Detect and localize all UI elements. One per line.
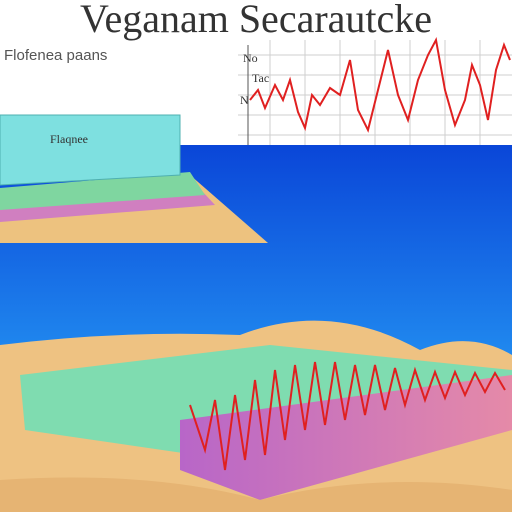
axis-mark: No	[243, 51, 258, 65]
axis-mark: N	[240, 93, 249, 107]
title: Veganam Secarautcke	[80, 0, 432, 41]
chart-panel: No Tac N	[238, 36, 512, 145]
subtitle: Flofenea paans	[4, 47, 107, 64]
chart-label: Tac	[252, 71, 269, 85]
lower-wave	[189, 361, 506, 471]
panel-box	[0, 114, 181, 186]
lower-land	[0, 320, 512, 512]
upper-land: Flaqnee	[0, 114, 268, 243]
chart-wave	[249, 36, 511, 133]
panel-label: Flaqnee	[50, 132, 88, 146]
